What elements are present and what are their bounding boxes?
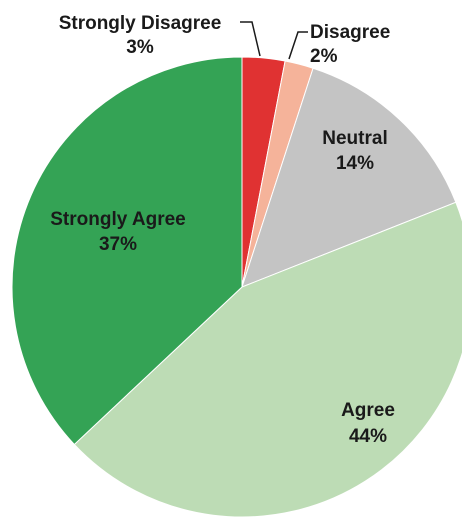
slice-label-disagree: Disagree [310,22,390,43]
pie-slices [11,56,462,517]
slice-label-agree: Agree [341,400,395,421]
leader-line-disagree [288,31,308,60]
slice-label-strongly-agree: Strongly Agree [50,209,186,230]
slice-value-neutral: 14% [336,153,374,174]
pie-slice-strongly-agree [11,56,243,446]
leader-line-strongly-disagree [240,21,261,57]
pie-slice-neutral [241,67,457,288]
slice-value-strongly-agree: 37% [99,234,137,255]
pie-slice-agree [73,201,462,517]
slice-value-disagree: 2% [310,46,338,67]
slice-value-agree: 44% [349,426,387,447]
slice-value-strongly-disagree: 3% [126,37,154,58]
slice-label-strongly-disagree: Strongly Disagree [59,13,222,34]
slice-label-neutral: Neutral [322,128,387,149]
